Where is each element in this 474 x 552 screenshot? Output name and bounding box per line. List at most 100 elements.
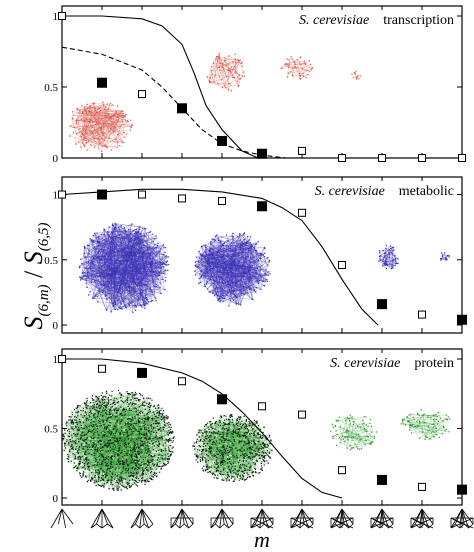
protein-network-small-nodes (330, 414, 378, 451)
polyhedron-subgraph-icon (330, 508, 354, 529)
protein-network-medium (192, 414, 273, 482)
y-tick-label: 0 (53, 153, 59, 165)
protein-network-small-edges (331, 415, 376, 450)
metabolic-network-tiny (440, 252, 450, 261)
filled-square-point (177, 103, 187, 114)
open-square-point (58, 12, 66, 20)
organism-name: S. cerevisiae (315, 184, 385, 199)
open-square-point (298, 410, 306, 419)
open-square-point (418, 154, 426, 162)
transcription-network-large-nodes (69, 101, 133, 152)
transcription-network-medium-edges (206, 53, 244, 92)
subgraph-icons-row (50, 508, 474, 529)
panel-transcription: 0 0.5 1 S. cerevisiae transcription (44, 5, 466, 165)
filled-square-point (257, 201, 267, 212)
open-square-point (418, 482, 426, 491)
network-type: transcription (383, 13, 454, 28)
transcription-network-small-nodes (280, 55, 314, 80)
open-square-point (138, 190, 146, 199)
x-axis-label: m (254, 527, 270, 552)
filled-square-point (457, 314, 467, 325)
filled-square-point (137, 367, 147, 378)
protein-network-tiny (400, 409, 451, 440)
panel-metabolic: 0 0.5 1 S. cerevisiae metabolic (44, 176, 467, 334)
open-square-point (178, 377, 186, 386)
y-label-denominator: S (19, 251, 48, 264)
open-square-point (218, 197, 226, 206)
open-square-point (338, 260, 346, 269)
open-square-point (458, 154, 466, 162)
open-square-point (338, 466, 346, 475)
filled-square-point (97, 189, 107, 200)
solid-model-curve (61, 188, 379, 326)
transcription-network-medium-nodes (206, 53, 245, 92)
protein-network-tiny-edges (401, 412, 450, 440)
pyramid-subgraph-icon (170, 508, 194, 529)
open-square-point (378, 154, 386, 162)
panel-protein: 0 0.5 1 S. cerevisiae protein (44, 348, 467, 506)
y-tick-label: 0.5 (44, 82, 58, 94)
protein-network-small (330, 414, 378, 451)
open-square-point (98, 364, 106, 373)
filled-square-point (97, 77, 107, 88)
organism-name: S. cerevisiae (299, 13, 369, 28)
metabolic-network-medium-nodes (194, 232, 271, 307)
metabolic-network-tiny-nodes (440, 252, 450, 261)
panel-label: S. cerevisiae metabolic (315, 184, 454, 199)
fan-subgraph-icon (90, 508, 114, 529)
organism-name: S. cerevisiae (330, 356, 400, 371)
y-label-numerator-sub: (6,m) (36, 284, 52, 316)
star-subgraph-icon (50, 508, 74, 529)
open-square-point (418, 310, 426, 319)
metabolic-network-large (78, 222, 170, 313)
y-tick-label: 0.5 (44, 424, 58, 436)
open-square-point (298, 208, 306, 217)
dashed-model-curve (61, 46, 287, 159)
y-tick-label: 0 (53, 320, 59, 332)
open-square-point (258, 402, 266, 411)
network-illustrations (62, 53, 451, 491)
open-square-point (58, 190, 66, 199)
transcription-network-medium (206, 53, 245, 92)
y-axis-label: S(6,m) / S(6,5) (19, 222, 52, 329)
metabolic-network-medium-edges (194, 232, 270, 306)
panel-label: S. cerevisiae transcription (299, 13, 454, 28)
pyramid-subgraph-icon (210, 508, 234, 529)
y-tick-label: 1 (53, 11, 59, 23)
open-square-point (58, 355, 66, 363)
y-tick-label: 1 (53, 354, 59, 366)
transcription-network-tiny-nodes (351, 70, 361, 80)
filled-square-point (217, 394, 227, 405)
open-square-point (178, 194, 186, 203)
metabolic-network-small (378, 244, 399, 270)
open-square-point (138, 90, 146, 99)
protein-network-medium-nodes (192, 414, 273, 482)
fan-subgraph-icon (130, 508, 154, 529)
protein-network-large (62, 389, 175, 491)
metabolic-network-medium (194, 232, 271, 307)
complete-subgraph-icon (450, 508, 474, 529)
y-tick-label: 0.5 (44, 255, 58, 267)
open-square-point (298, 146, 306, 155)
y-label-denominator-sub: (6,5) (36, 222, 52, 251)
diamond-subgraph-icon (250, 508, 274, 529)
y-tick-label: 1 (53, 190, 59, 202)
filled-square-point (377, 474, 387, 485)
filled-square-point (257, 148, 267, 159)
transcription-network-small (280, 55, 314, 80)
polyhedron-subgraph-icon (410, 508, 434, 529)
filled-square-point (217, 135, 227, 146)
protein-network-tiny-nodes (400, 409, 451, 440)
protein-network-large-nodes (62, 389, 175, 491)
network-type: metabolic (399, 184, 454, 199)
transcription-network-large (68, 101, 133, 152)
y-tick-label: 0 (53, 493, 59, 505)
chart-panels: 0 0.5 1 S. cerevisiae transcription 0 0.5 1 S. c… (44, 5, 467, 506)
metabolic-network-large-nodes (78, 222, 170, 313)
solid-model-curve (62, 15, 259, 159)
filled-square-point (457, 484, 467, 495)
y-label-separator: / (19, 264, 48, 284)
panel-label: S. cerevisiae protein (330, 356, 454, 371)
open-square-point (338, 154, 346, 162)
